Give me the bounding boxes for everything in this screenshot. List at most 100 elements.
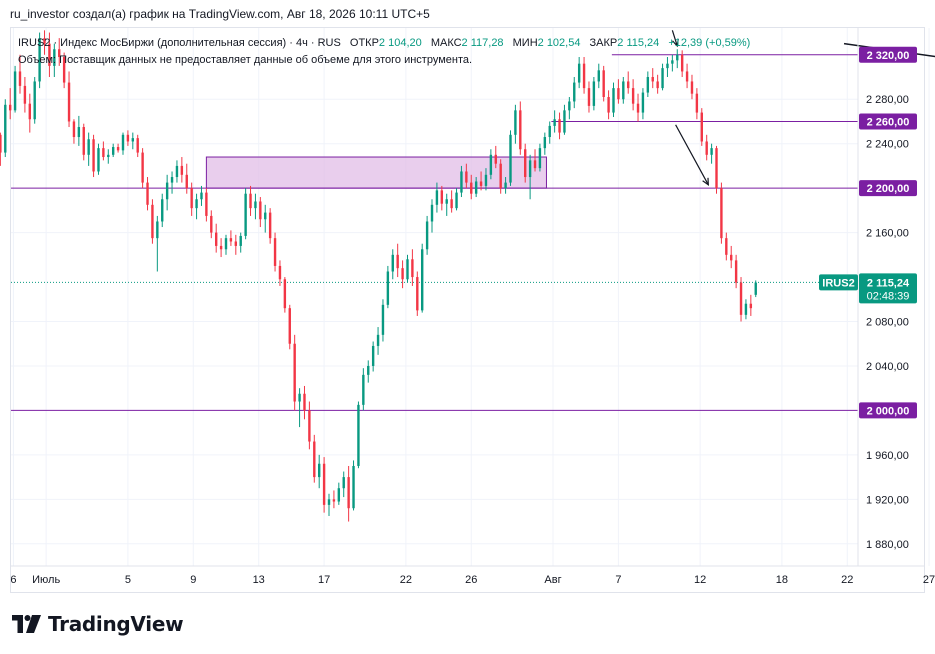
candle-body xyxy=(244,193,247,236)
tradingview-logo[interactable]: TradingView xyxy=(12,612,184,636)
x-tick-label: 18 xyxy=(776,574,788,586)
candle xyxy=(617,79,620,104)
candle xyxy=(602,65,605,102)
legend-close-value: 2 115,24 xyxy=(617,37,660,49)
candle-body xyxy=(695,93,699,113)
candle xyxy=(67,71,71,128)
candle xyxy=(48,32,51,78)
candle-body xyxy=(278,265,282,280)
candle xyxy=(710,143,713,164)
candle-body xyxy=(180,165,184,175)
candle-body xyxy=(156,221,159,239)
candle-body xyxy=(58,49,61,58)
candle xyxy=(514,104,517,144)
candle xyxy=(362,368,365,411)
candle-body xyxy=(666,63,669,69)
candle-body xyxy=(362,374,365,405)
candle-body xyxy=(111,147,115,155)
candle xyxy=(165,174,169,211)
candle-body xyxy=(72,121,76,138)
candle-body xyxy=(332,499,336,502)
legend-open-value: 2 104,20 xyxy=(378,37,422,49)
candle xyxy=(597,63,600,89)
level-price-tag xyxy=(859,402,917,419)
candle-body xyxy=(161,199,164,222)
candle-body xyxy=(327,499,331,505)
x-tick-label: 27 xyxy=(923,574,935,586)
candle-body xyxy=(754,282,757,295)
arrow-head xyxy=(702,177,709,187)
candle-body xyxy=(97,148,100,172)
candle-body xyxy=(283,279,287,309)
candle-body xyxy=(622,81,625,100)
candle-body xyxy=(514,110,517,135)
candle-body xyxy=(23,85,27,104)
candle xyxy=(141,148,144,189)
candle xyxy=(730,245,733,269)
candle-body xyxy=(102,148,105,158)
candle-body xyxy=(563,110,566,133)
candle-body xyxy=(77,127,81,138)
candle-body xyxy=(631,88,635,104)
x-tick-label: 12 xyxy=(694,574,706,586)
candle xyxy=(685,63,689,89)
candle xyxy=(224,234,228,255)
candle-body xyxy=(371,345,375,366)
candle-body xyxy=(411,259,414,278)
candle xyxy=(229,230,233,246)
candle xyxy=(386,265,390,309)
candle-body xyxy=(460,171,463,193)
candle-body xyxy=(126,134,130,142)
candle-body xyxy=(573,82,576,102)
candle xyxy=(332,490,336,509)
candle-body xyxy=(710,148,713,155)
arrow-drawing xyxy=(671,30,679,48)
x-tick-label: 13 xyxy=(253,574,265,586)
candle xyxy=(28,93,32,133)
candle-body xyxy=(401,268,404,280)
x-tick-label: 22 xyxy=(841,574,853,586)
level-price-tag xyxy=(859,46,917,63)
candle-body xyxy=(553,119,556,126)
candle xyxy=(371,341,375,372)
candle-body xyxy=(479,181,483,186)
y-tick-label: 1 920,00 xyxy=(866,494,909,506)
candle xyxy=(92,134,95,178)
level-price-tag xyxy=(859,113,917,130)
candle-body xyxy=(303,393,306,411)
candle xyxy=(317,454,321,489)
candle xyxy=(700,108,703,146)
candle xyxy=(58,38,61,66)
candle-body xyxy=(685,71,689,82)
candle-body xyxy=(308,410,311,442)
candle xyxy=(474,177,478,198)
x-tick-label: 26 xyxy=(465,574,477,586)
candle-body xyxy=(219,245,223,250)
x-tick-label: 22 xyxy=(400,574,412,586)
candle-body xyxy=(607,97,610,113)
candle xyxy=(528,154,532,200)
y-tick-label: 2 240,00 xyxy=(866,139,909,151)
candle-body xyxy=(170,177,174,183)
legend-symbol: IRUS2 · Индекс МосБиржи (дополнительная … xyxy=(18,37,341,49)
candle xyxy=(259,197,262,228)
candle xyxy=(695,88,699,120)
legend-high-label: МАКС xyxy=(430,37,462,49)
candle-body xyxy=(749,303,753,309)
candle-body xyxy=(381,304,385,335)
candle xyxy=(72,119,76,144)
candle-body xyxy=(499,163,502,189)
candle xyxy=(293,334,296,411)
candle xyxy=(573,77,576,109)
candle-body xyxy=(254,201,257,209)
candle xyxy=(357,401,360,469)
candle-body xyxy=(602,70,605,98)
current-price-tag xyxy=(859,273,917,304)
candle-body xyxy=(528,160,532,178)
candle xyxy=(13,65,17,113)
candle-body xyxy=(239,235,242,246)
candle-body xyxy=(293,343,296,402)
x-tick-label: 6 xyxy=(10,574,16,586)
legend-change-value: +12,39 (+0,59%) xyxy=(668,37,751,49)
